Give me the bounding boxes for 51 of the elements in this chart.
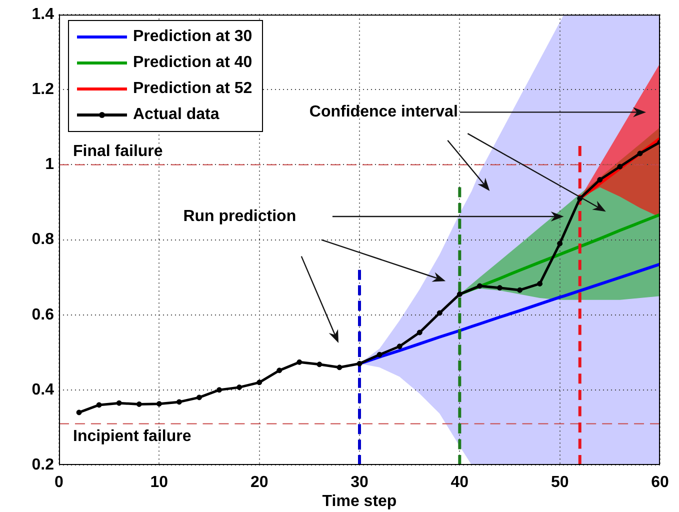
point	[517, 287, 523, 293]
point	[436, 310, 442, 316]
point	[256, 380, 262, 386]
point	[376, 352, 382, 358]
y-tick-label: 1	[45, 156, 54, 174]
x-tick-label: 0	[54, 474, 64, 492]
point	[456, 291, 462, 297]
ref-line-label: Incipient failure	[73, 428, 192, 446]
y-tick-label: 1.4	[32, 6, 54, 24]
legend-label: Prediction at 40	[133, 54, 252, 72]
point	[336, 364, 342, 370]
point	[236, 384, 242, 390]
x-tick-label: 40	[450, 474, 469, 492]
point	[296, 359, 302, 365]
y-tick-label: 0.6	[32, 306, 54, 324]
point	[316, 362, 322, 368]
y-tick-label: 1.2	[32, 81, 54, 98]
point	[176, 399, 182, 405]
x-tick-label: 30	[350, 474, 368, 492]
point	[356, 360, 362, 366]
point	[76, 410, 82, 416]
point	[617, 164, 623, 170]
point	[96, 402, 102, 408]
point	[557, 240, 563, 246]
point	[597, 176, 603, 182]
point	[216, 387, 222, 393]
x-tick-label: 20	[250, 474, 268, 492]
x-axis-title: Time step	[322, 492, 397, 510]
annotation: Confidence interval	[309, 104, 458, 121]
annotation: Run prediction	[183, 208, 296, 225]
point	[537, 280, 543, 286]
x-tick-label: 60	[651, 474, 669, 492]
point	[136, 401, 142, 407]
legend-label: Actual data	[133, 106, 220, 124]
legend-label: Prediction at 52	[133, 80, 252, 98]
point	[276, 368, 282, 374]
point	[396, 344, 402, 350]
y-tick-label: 0.2	[32, 456, 54, 474]
legend-label: Prediction at 30	[133, 28, 252, 46]
point	[116, 400, 122, 406]
point	[476, 283, 482, 289]
x-tick-label: 10	[150, 474, 168, 492]
y-tick-label: 0.8	[32, 231, 54, 248]
point	[196, 394, 202, 400]
ref-line-label: Final failure	[73, 143, 163, 160]
point	[496, 285, 502, 291]
point	[156, 401, 162, 407]
x-tick-label: 50	[550, 474, 569, 492]
point	[637, 150, 643, 156]
y-tick-label: 0.4	[32, 381, 54, 398]
point	[416, 330, 422, 336]
